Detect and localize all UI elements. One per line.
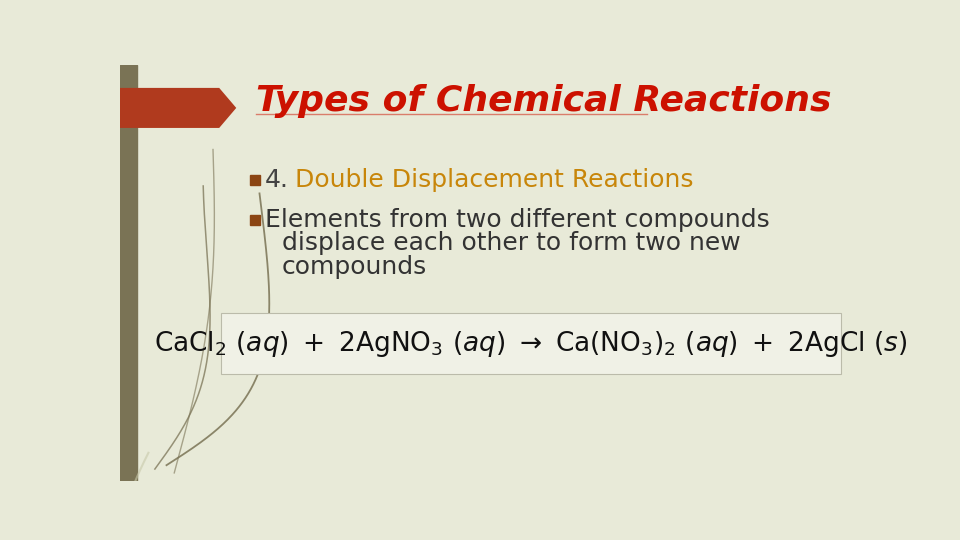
Text: compounds: compounds bbox=[282, 254, 427, 279]
Text: 4.: 4. bbox=[265, 168, 289, 192]
Text: Double Displacement Reactions: Double Displacement Reactions bbox=[287, 168, 693, 192]
Bar bbox=[120, 65, 137, 481]
Bar bbox=[251, 176, 260, 185]
Polygon shape bbox=[120, 88, 236, 128]
Text: Elements from two different compounds: Elements from two different compounds bbox=[265, 208, 770, 232]
Text: Types of Chemical Reactions: Types of Chemical Reactions bbox=[255, 84, 831, 118]
Bar bbox=[251, 215, 260, 225]
Text: displace each other to form two new: displace each other to form two new bbox=[282, 232, 741, 255]
FancyBboxPatch shape bbox=[221, 313, 841, 374]
Text: $\mathrm{CaCl_2}\ \mathit{(aq)}\ +\ \mathrm{2AgNO_3}\ \mathit{(aq)}\ \rightarrow: $\mathrm{CaCl_2}\ \mathit{(aq)}\ +\ \mat… bbox=[154, 328, 907, 359]
